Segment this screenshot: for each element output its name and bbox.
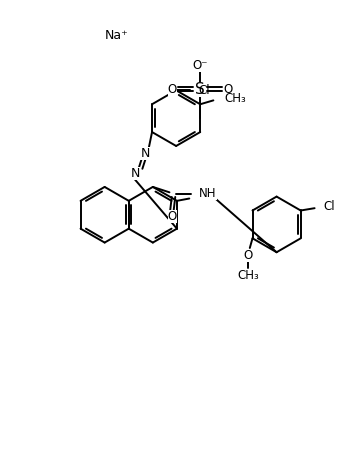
Text: NH: NH [199,187,217,201]
Text: O: O [243,249,252,262]
Text: O⁻: O⁻ [193,59,208,72]
Text: S: S [195,82,205,97]
Text: O: O [168,83,177,96]
Text: O: O [167,210,177,223]
Text: O: O [224,83,233,96]
Text: N: N [140,147,150,160]
Text: Cl: Cl [323,200,335,213]
Text: Na⁺: Na⁺ [104,29,128,42]
Text: Cl: Cl [199,84,210,97]
Text: OH: OH [200,191,218,203]
Text: CH₃: CH₃ [237,270,259,282]
Text: CH₃: CH₃ [224,92,246,105]
Text: N: N [131,167,140,180]
